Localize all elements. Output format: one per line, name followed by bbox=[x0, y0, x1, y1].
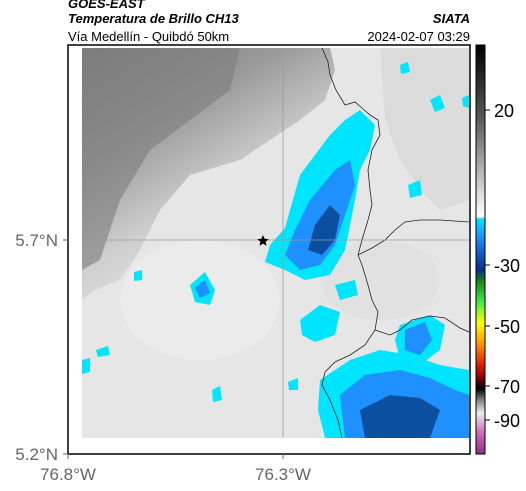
satellite-imagery bbox=[82, 48, 469, 438]
lat-label-5-7: 5.7°N bbox=[15, 231, 58, 250]
lat-label-5-2: 5.2°N bbox=[15, 445, 58, 464]
lon-label-76-3: 76.3°W bbox=[255, 465, 311, 484]
colorbar-tick: -90 bbox=[494, 411, 520, 431]
colorbar-tick: -50 bbox=[494, 317, 520, 337]
datetime-label: 2024-02-07 03:29 bbox=[367, 29, 470, 44]
satellite-title: GOES-EAST bbox=[68, 0, 145, 11]
colorbar: 20 -30 -50 -70 -90 bbox=[475, 44, 520, 455]
star-icon bbox=[257, 235, 269, 246]
colorbar-tick: -70 bbox=[494, 377, 520, 397]
colorbar-tick: -30 bbox=[494, 256, 520, 276]
agency-label: SIATA bbox=[432, 11, 470, 26]
route-subtitle: Vía Medellín - Quibdó 50km bbox=[68, 29, 230, 44]
colorbar-tick: 20 bbox=[494, 101, 514, 121]
lon-label-76-8: 76.8°W bbox=[40, 465, 96, 484]
product-title: Temperatura de Brillo CH13 bbox=[68, 11, 239, 26]
